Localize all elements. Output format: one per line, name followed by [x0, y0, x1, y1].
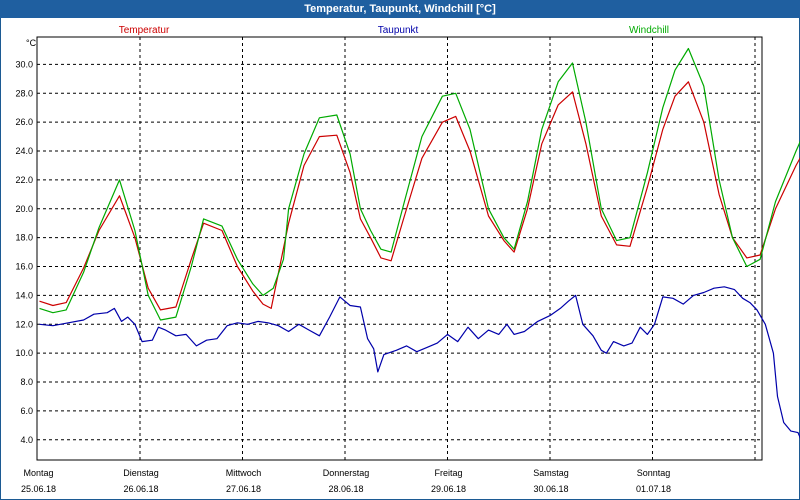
- x-tick-date: 01.07.18: [636, 484, 671, 494]
- y-tick-label: 10.0: [15, 348, 33, 358]
- y-tick-label: 16.0: [15, 262, 33, 272]
- y-tick-label: 6.0: [20, 406, 33, 416]
- x-tick-date: 30.06.18: [533, 484, 568, 494]
- legend-taupunkt: Taupunkt: [378, 25, 419, 36]
- chart-title: Temperatur, Taupunkt, Windchill [°C]: [0, 0, 800, 18]
- x-tick-labels: Montag 25.06.18 Dienstag 26.06.18 Mittwoch 27…: [21, 468, 671, 494]
- grid-layer: [37, 37, 762, 460]
- x-tick-day: Donnerstag: [323, 468, 370, 478]
- x-tick-date: 26.06.18: [123, 484, 158, 494]
- y-tick-label: 12.0: [15, 319, 33, 329]
- y-tick-labels: 4.0 6.0 8.0 10.0 12.0 14.0 16.0 18.0 20.0 22.0 24.…: [15, 59, 33, 444]
- y-tick-label: 30.0: [15, 59, 33, 69]
- y-tick-label: 4.0: [20, 435, 33, 445]
- x-tick-day: Sonntag: [637, 468, 671, 478]
- series-line-taupunkt: [39, 286, 800, 439]
- x-tick-day: Montag: [23, 468, 53, 478]
- y-tick-label: 18.0: [15, 233, 33, 243]
- y-tick-label: 24.0: [15, 146, 33, 156]
- y-tick-label: 28.0: [15, 88, 33, 98]
- plot-area-border: [36, 36, 763, 461]
- series-line-windchill: [39, 47, 800, 321]
- x-tick-day: Mittwoch: [226, 468, 262, 478]
- series-layer: [39, 47, 800, 439]
- series-line-temperatur: [39, 81, 800, 311]
- x-tick-day: Dienstag: [123, 468, 159, 478]
- y-tick-label: 22.0: [15, 175, 33, 185]
- x-tick-day: Samstag: [533, 468, 569, 478]
- y-tick-label: 8.0: [20, 377, 33, 387]
- x-tick-date: 27.06.18: [226, 484, 261, 494]
- legend-temperatur: Temperatur: [119, 25, 170, 36]
- x-tick-date: 25.06.18: [21, 484, 56, 494]
- x-tick-date: 28.06.18: [328, 484, 363, 494]
- legend-windchill: Windchill: [629, 25, 669, 36]
- x-tick-date: 29.06.18: [431, 484, 466, 494]
- y-axis-unit-label: °C: [26, 38, 37, 48]
- x-tick-day: Freitag: [434, 468, 462, 478]
- y-tick-label: 14.0: [15, 290, 33, 300]
- y-tick-label: 20.0: [15, 204, 33, 214]
- y-tick-label: 26.0: [15, 117, 33, 127]
